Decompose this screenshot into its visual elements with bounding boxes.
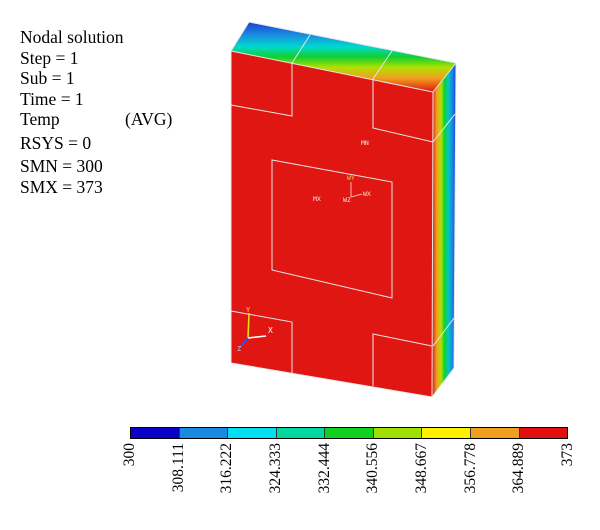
color-legend-bar [130,427,568,439]
legend-tick: 308.111 [169,443,189,523]
legend-tick-label: 356.778 [461,443,479,494]
legend-tick: 364.889 [509,443,529,523]
legend-tick-label: 324.333 [267,443,284,494]
pad-top-right [372,79,434,143]
legend-tick-label: 300 [121,443,138,467]
info-rsys: RSYS = 0 [20,132,92,153]
info-quantity-row: Temp (AVG) [20,109,172,130]
front-face-edge [230,50,434,398]
legend-tick-label: 348.667 [413,443,430,494]
axis-y-line [247,312,250,339]
legend-band [422,428,471,438]
axis-z-line [240,337,249,347]
center-region [271,159,393,299]
legend-tick: 373 [558,443,578,523]
model-top-face [231,22,456,92]
legend-band [373,428,423,438]
side-edge [431,62,457,398]
label-wy: WY [347,174,355,182]
legend-band [131,428,180,438]
info-quantity: Temp [20,109,60,129]
legend-tick: 332.444 [315,443,335,523]
legend-band [228,428,277,438]
legend-band [276,428,326,438]
axis-z-label: Z [237,345,241,353]
solution-info-panel: Nodal solution Step = 1 Sub = 1 Time = 1… [20,27,172,197]
label-mn: MN [361,139,369,147]
label-mx: MX [313,195,321,203]
model-front-face [231,51,433,397]
legend-tick-label: 364.889 [510,443,528,494]
wp-x-axis [350,193,363,198]
working-plane-triad [350,182,363,198]
legend-band [519,428,568,438]
top-face-edge [230,21,457,93]
legend-tick-label: 373 [559,443,576,467]
legend-tick: 316.222 [217,443,237,523]
top-seam-2 [372,50,393,80]
axis-x-line [247,335,267,339]
legend-tick: 324.333 [266,443,286,523]
legend-tick: 300 [120,443,140,523]
info-smx: SMX = 373 [20,176,103,197]
legend-band [179,428,229,438]
info-smn: SMN = 300 [20,156,103,176]
axis-x-label: X [268,326,273,335]
label-wz: WZ [343,196,351,204]
info-avg: (AVG) [125,109,173,129]
legend-tick-label: 308.111 [169,443,187,493]
legend-band [325,428,374,438]
legend-tick-label: 340.556 [364,443,382,494]
side-seam-1 [432,113,456,143]
info-sub: Sub = 1 [20,68,75,88]
legend-tick: 348.667 [412,443,432,523]
model-side-face [432,63,456,397]
global-axis-triad: Y X Z [237,306,273,353]
model-edges [230,21,457,398]
axis-y-label: Y [246,306,251,314]
label-wx: WX [363,190,371,198]
info-title: Nodal solution [20,27,124,47]
legend-tick-label: 316.222 [218,443,236,494]
legend-tick: 356.778 [461,443,481,523]
legend-tick: 340.556 [363,443,383,523]
pad-bottom-right [372,333,433,386]
top-seam-1 [291,34,311,64]
legend-band [470,428,520,438]
side-seam-2 [432,317,455,347]
info-step: Step = 1 [20,47,79,68]
info-time: Time = 1 [20,88,84,109]
pad-bottom-left [230,310,293,374]
pad-top-left [230,63,293,117]
legend-tick-label: 332.444 [315,443,333,494]
